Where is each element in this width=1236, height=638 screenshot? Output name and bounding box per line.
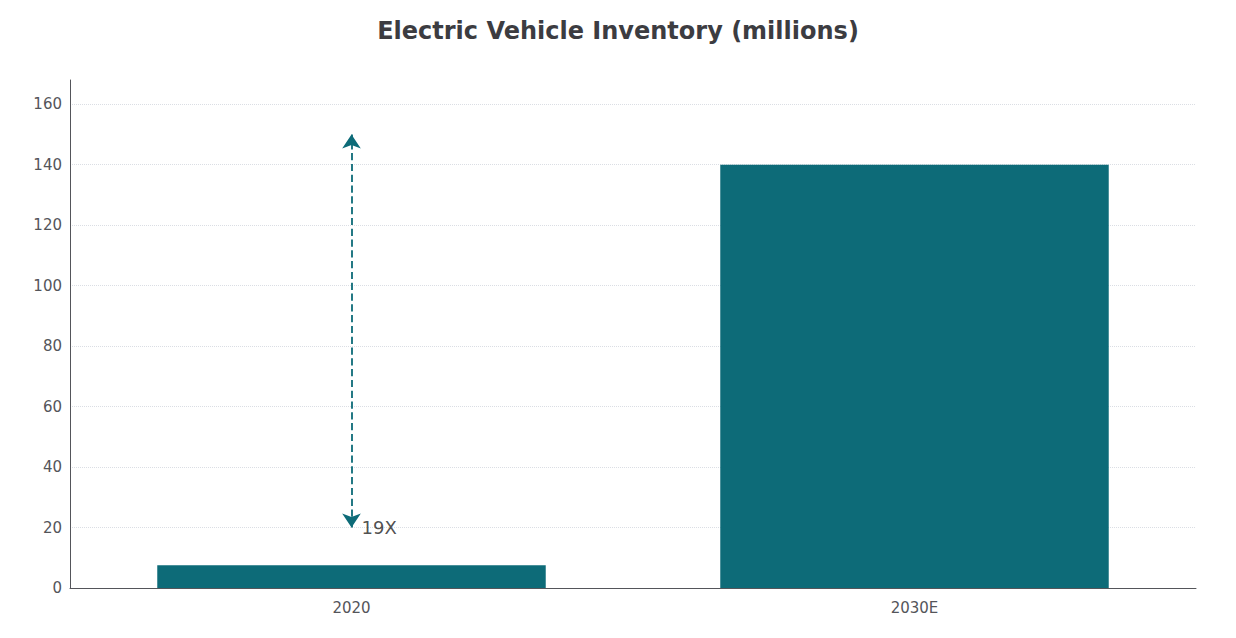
svg-text:80: 80 [43,337,62,355]
svg-text:40: 40 [43,458,62,476]
svg-text:140: 140 [33,156,62,174]
svg-text:2020: 2020 [332,599,370,617]
svg-text:Electric Vehicle Inventory (mi: Electric Vehicle Inventory (millions) [377,17,859,45]
svg-text:100: 100 [33,277,62,295]
svg-text:120: 120 [33,216,62,234]
svg-text:20: 20 [43,519,62,537]
svg-text:0: 0 [52,579,62,597]
svg-text:160: 160 [33,95,62,113]
svg-text:60: 60 [43,398,62,416]
svg-text:2030E: 2030E [891,599,939,617]
svg-text:19X: 19X [362,517,397,538]
